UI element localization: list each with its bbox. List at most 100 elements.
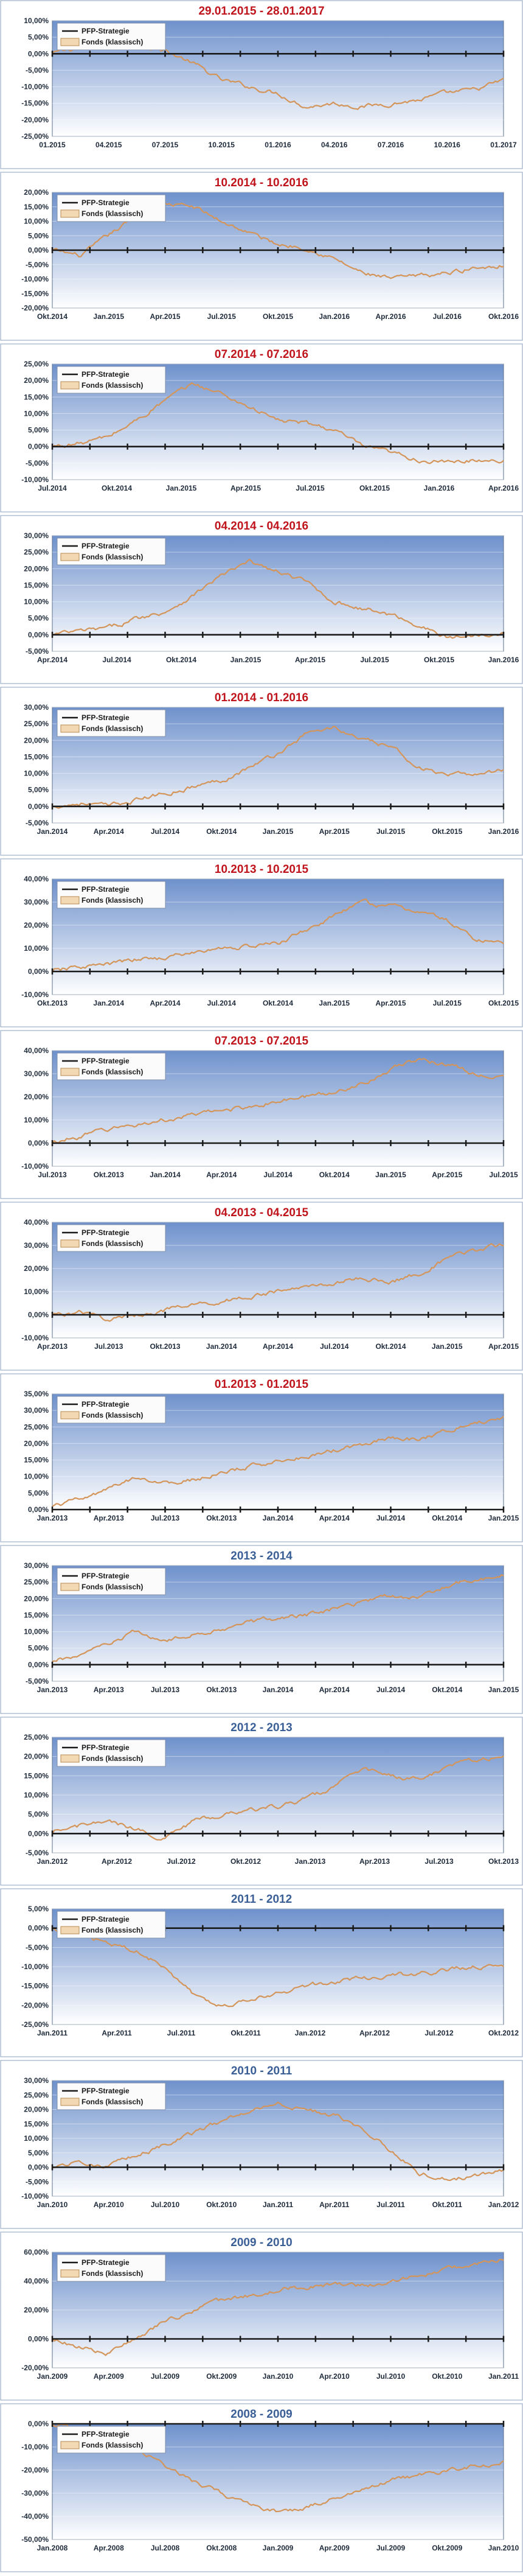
x-tick-label: Okt.2015: [263, 312, 293, 321]
x-tick-label: Okt.2015: [432, 827, 462, 836]
chart-title: 2013 - 2014: [230, 1550, 293, 1563]
chart-panel: 2011 - 2012 5,00% 0,00% -5,00% -10,00% -15,00…: [0, 1888, 523, 2060]
x-tick-label: Okt.2013: [206, 1514, 237, 1522]
y-tick-label: 30,00%: [24, 1406, 49, 1415]
chart-title: 01.2014 - 01.2016: [215, 691, 308, 704]
y-tick-label: 40,00%: [24, 1046, 49, 1055]
legend-label-pfp-strategie: PFP-Strategie: [81, 2087, 130, 2095]
y-tick-label: -25,00%: [21, 2020, 49, 2029]
x-tick-label: Okt.2014: [37, 312, 68, 321]
x-tick-label: Jan.2010: [263, 2372, 294, 2381]
legend-swatch-fonds: [60, 1583, 80, 1591]
series-line-fonds: [52, 1057, 504, 1144]
legend-swatch-fonds: [60, 209, 80, 218]
chart-title: 07.2014 - 07.2016: [215, 348, 308, 361]
x-tick-label: Jul.2009: [376, 2544, 406, 2552]
x-tick-label: Jul.2010: [151, 2200, 180, 2209]
y-tick-label: -40,00%: [21, 2512, 49, 2521]
x-tick-label: Apr.2015: [230, 484, 261, 492]
chart-svg: 01.2014 - 01.2016 30,00% 25,00% 20,00% 15,00…: [0, 687, 523, 856]
x-tick-label: 07.2016: [378, 141, 404, 149]
x-tick-label: 01.2015: [39, 141, 66, 149]
x-tick-label: Jan.2015: [488, 1685, 519, 1694]
chart-title: 2011 - 2012: [231, 1893, 292, 1906]
y-tick-label: -10,00%: [21, 1162, 49, 1171]
x-tick-label: Okt.2014: [206, 827, 237, 836]
y-tick-label: 10,00%: [24, 217, 49, 226]
x-tick-label: Jul.2015: [433, 999, 462, 1007]
x-tick-label: Apr.2010: [94, 2200, 124, 2209]
y-tick-label: 25,00%: [24, 1423, 49, 1431]
series-line-fonds: [52, 1755, 504, 1841]
chart-svg: 10.2013 - 10.2015 40,00% 30,00% 20,00% 10,00…: [0, 858, 523, 1027]
chart-title: 04.2014 - 04.2016: [215, 520, 308, 533]
series-line-fonds: [52, 726, 504, 809]
y-tick-label: -5,00%: [26, 261, 49, 269]
y-tick-label: 40,00%: [24, 875, 49, 883]
y-tick-label: 5,00%: [28, 33, 49, 41]
legend-label-fonds: Fonds (klassisch): [81, 2098, 143, 2106]
y-tick-label: 25,00%: [24, 1578, 49, 1586]
x-tick-label: Apr.2013: [94, 1514, 124, 1522]
legend-label-fonds: Fonds (klassisch): [81, 1411, 143, 1419]
x-tick-label: Apr.2011: [102, 2029, 132, 2037]
y-tick-label: 25,00%: [24, 548, 49, 556]
x-tick-label: Okt.2014: [263, 999, 293, 1007]
y-tick-label: 0,00%: [28, 967, 49, 976]
x-tick-label: Jul.2013: [424, 1857, 454, 1866]
y-tick-label: 0,00%: [28, 443, 49, 451]
x-tick-label: Jan.2014: [206, 1342, 237, 1351]
x-tick-label: Jan.2011: [263, 2200, 293, 2209]
x-tick-label: Apr.2014: [319, 1514, 350, 1522]
y-tick-label: 20,00%: [24, 2306, 49, 2314]
y-tick-label: 15,00%: [24, 203, 49, 211]
chart-panel: 2008 - 2009 0,00% -10,00% -20,00% -30,00% -40…: [0, 2403, 523, 2575]
x-tick-label: 04.2016: [321, 141, 348, 149]
legend-label-pfp-strategie: PFP-Strategie: [81, 370, 130, 379]
x-tick-label: Jan.2014: [93, 999, 124, 1007]
series-line-fonds: [52, 2101, 504, 2182]
legend-label-fonds: Fonds (klassisch): [81, 1926, 143, 1934]
x-tick-label: Apr.2013: [37, 1342, 68, 1351]
y-tick-label: 5,00%: [28, 1905, 49, 1913]
x-tick-label: Okt.2014: [432, 1514, 462, 1522]
y-tick-label: -10,00%: [21, 1334, 49, 1342]
series-line-fonds: [52, 382, 504, 464]
x-tick-label: Apr.2015: [319, 827, 350, 836]
y-tick-label: 15,00%: [24, 1771, 49, 1780]
y-tick-label: 0,00%: [28, 1505, 49, 1514]
x-tick-label: Jul.2012: [424, 2029, 454, 2037]
legend-label-fonds: Fonds (klassisch): [81, 381, 143, 390]
x-tick-label: Apr.2008: [94, 2544, 124, 2552]
legend-label-fonds: Fonds (klassisch): [81, 38, 143, 46]
y-tick-label: 15,00%: [24, 1456, 49, 1465]
series-line-fonds: [52, 2258, 504, 2356]
legend-swatch-fonds: [60, 1411, 80, 1419]
chart-title: 2012 - 2013: [230, 1721, 292, 1734]
x-tick-label: Apr.2015: [295, 656, 325, 664]
legend-swatch-fonds: [60, 1239, 80, 1248]
legend-box: [57, 2254, 166, 2282]
x-tick-label: Apr.2015: [488, 1342, 519, 1351]
x-tick-label: Jan.2015: [230, 656, 262, 664]
y-tick-label: 20,00%: [24, 1264, 49, 1273]
x-tick-label: Okt.2015: [488, 999, 519, 1007]
y-tick-label: 0,00%: [28, 1924, 49, 1933]
x-tick-label: Jul.2011: [376, 2200, 405, 2209]
x-tick-label: Jul.2014: [38, 484, 67, 492]
y-tick-label: 30,00%: [24, 531, 49, 540]
x-tick-label: Jan.2009: [37, 2372, 68, 2381]
x-tick-label: 07.2015: [152, 141, 179, 149]
y-tick-label: 25,00%: [24, 1733, 49, 1741]
x-tick-label: Okt.2014: [432, 1685, 462, 1694]
x-tick-label: Jan.2009: [263, 2544, 294, 2552]
y-tick-label: 10,00%: [24, 1472, 49, 1481]
y-tick-label: 10,00%: [24, 1791, 49, 1799]
y-tick-label: -5,00%: [26, 459, 49, 467]
y-tick-label: 0,00%: [28, 246, 49, 254]
x-tick-label: Jan.2014: [150, 1171, 181, 1179]
x-tick-label: Jan.2016: [488, 827, 519, 836]
x-tick-label: Apr.2014: [37, 656, 68, 664]
x-tick-label: Jan.2015: [488, 1514, 519, 1522]
